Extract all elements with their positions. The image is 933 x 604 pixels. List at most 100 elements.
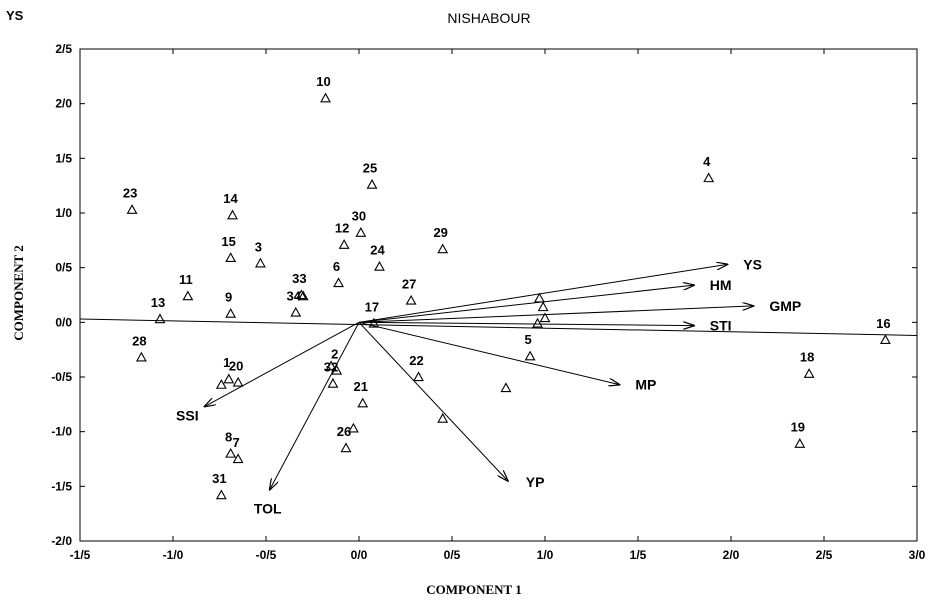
point-label: 20 — [229, 358, 243, 373]
point-label: 2 — [331, 346, 338, 361]
y-tick-label: 1/5 — [55, 151, 72, 165]
data-point — [126, 204, 138, 214]
data-point — [405, 294, 417, 305]
point-label: 33 — [292, 271, 306, 286]
data-point — [338, 239, 350, 249]
x-tick-label: 1/5 — [630, 548, 647, 562]
data-point — [333, 277, 344, 288]
vector-arrow — [358, 322, 694, 325]
x-axis-label: COMPONENT 1 — [426, 582, 521, 597]
data-point — [413, 371, 424, 382]
data-point — [225, 252, 237, 262]
data-point — [355, 227, 367, 237]
chart-title: NISHABOUR — [447, 10, 530, 26]
data-point — [225, 447, 237, 458]
y-tick-label: 0/5 — [55, 261, 72, 275]
data-point — [366, 178, 378, 189]
vector-arrow — [358, 264, 727, 323]
point-label: 11 — [179, 272, 193, 287]
plot-area: -1/5 -1/0 -0/5 0/0 0/5 1/0 1/5 2/0 2/5 3/0-2/0-1/… — [51, 42, 925, 562]
y-tick-label: -0/5 — [51, 370, 72, 384]
point-label: 23 — [123, 186, 137, 201]
data-point — [703, 172, 715, 183]
x-tick-label: 0/0 — [351, 548, 368, 562]
point-label: 22 — [409, 353, 423, 368]
data-point — [340, 442, 352, 453]
data-point — [374, 260, 385, 271]
vector-arrow — [358, 306, 753, 323]
point-label: 24 — [370, 243, 385, 258]
data-point — [532, 317, 543, 328]
data-point — [215, 379, 227, 389]
x-tick-label: 3/0 — [909, 548, 926, 562]
point-label: 5 — [525, 332, 532, 347]
point-label: 4 — [703, 154, 711, 169]
data-point — [182, 290, 194, 301]
vector-label: SSI — [176, 408, 199, 424]
vector-arrow — [270, 322, 360, 489]
data-point — [232, 453, 244, 464]
vector-label: YS — [743, 256, 762, 272]
y-tick-label: -1/0 — [51, 425, 72, 439]
vector-label: MP — [635, 377, 656, 393]
x-tick-label: -0/5 — [256, 548, 277, 562]
point-label: 25 — [363, 161, 377, 176]
point-label: 7 — [232, 435, 239, 450]
data-point — [325, 360, 337, 371]
data-point — [215, 489, 227, 500]
point-label: 34 — [287, 288, 302, 303]
point-label: 16 — [876, 316, 890, 331]
point-label: 10 — [316, 74, 330, 89]
data-point — [437, 243, 449, 254]
point-label: 26 — [337, 424, 351, 439]
data-point — [135, 351, 147, 362]
data-point — [347, 422, 359, 433]
data-point — [533, 292, 545, 303]
data-point — [357, 397, 369, 408]
y-tick-label: 1/0 — [55, 206, 72, 220]
y-tick-label: -2/0 — [51, 534, 72, 548]
corner-label: YS — [6, 8, 24, 23]
x-tick-label: 2/5 — [816, 548, 833, 562]
data-point — [537, 301, 549, 312]
vector-label: TOL — [254, 501, 282, 517]
y-tick-label: 2/5 — [55, 42, 72, 56]
plot-frame — [79, 48, 918, 542]
y-axis-label: COMPONENT 2 — [11, 245, 26, 340]
data-point — [437, 412, 449, 423]
point-label: 14 — [223, 191, 238, 206]
point-label: 31 — [212, 471, 226, 486]
data-point — [524, 350, 536, 361]
point-label: 32 — [324, 360, 338, 375]
y-tick-label: 2/0 — [55, 97, 72, 111]
point-label: 19 — [791, 420, 805, 435]
data-point — [327, 377, 339, 388]
vector-label: YP — [526, 474, 545, 490]
point-label: 6 — [333, 259, 340, 274]
point-label: 29 — [433, 225, 447, 240]
point-label: 15 — [221, 234, 235, 249]
data-point — [539, 312, 551, 323]
x-tick-label: 1/0 — [537, 548, 554, 562]
point-label: 21 — [353, 379, 367, 394]
point-label: 13 — [151, 295, 165, 310]
x-tick-label: 0/5 — [444, 548, 461, 562]
data-point — [290, 306, 302, 317]
point-label: 8 — [225, 430, 232, 445]
data-point — [225, 307, 237, 318]
vector-label: GMP — [769, 298, 801, 314]
data-point — [254, 257, 266, 268]
point-label: 27 — [402, 276, 416, 291]
point-label: 17 — [365, 299, 379, 314]
vector-arrow — [205, 321, 360, 406]
vector-arrow — [358, 285, 694, 323]
data-point — [154, 313, 166, 324]
x-tick-label: -1/5 — [70, 548, 91, 562]
data-point — [794, 438, 806, 448]
x-tick-label: 2/0 — [723, 548, 740, 562]
point-label: 30 — [352, 209, 366, 224]
reference-line — [79, 318, 918, 336]
point-label: 9 — [225, 290, 232, 305]
point-label: 18 — [800, 350, 814, 365]
